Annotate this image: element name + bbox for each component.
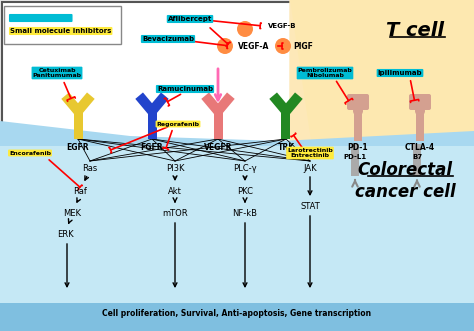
Text: JAK: JAK xyxy=(303,164,317,172)
Text: Cetuximab
Panitumumab: Cetuximab Panitumumab xyxy=(33,68,82,78)
FancyBboxPatch shape xyxy=(347,94,369,110)
Circle shape xyxy=(415,106,425,116)
Polygon shape xyxy=(0,303,474,331)
Text: PD-1: PD-1 xyxy=(348,143,368,152)
Text: PlGF: PlGF xyxy=(293,41,313,51)
Text: STAT: STAT xyxy=(300,202,320,211)
Text: Aflibercept: Aflibercept xyxy=(168,16,212,22)
Circle shape xyxy=(275,38,291,54)
Text: PI3K: PI3K xyxy=(166,164,184,172)
Bar xyxy=(351,144,359,176)
Text: Antibody drugs: Antibody drugs xyxy=(10,15,72,21)
Bar xyxy=(354,106,362,141)
Bar xyxy=(413,144,421,176)
Text: Regorafenib: Regorafenib xyxy=(156,121,200,126)
Polygon shape xyxy=(290,0,474,201)
Text: PKC: PKC xyxy=(237,186,253,196)
Text: Ramucinumab: Ramucinumab xyxy=(157,86,213,92)
Text: Raf: Raf xyxy=(73,186,87,196)
Text: NF-kB: NF-kB xyxy=(233,209,257,217)
Text: PD-L1: PD-L1 xyxy=(344,154,366,160)
Text: PLC-γ: PLC-γ xyxy=(233,164,257,172)
Text: MEK: MEK xyxy=(63,209,81,217)
Polygon shape xyxy=(282,111,291,139)
Text: FGFR: FGFR xyxy=(141,143,164,152)
Text: Ipilimumab: Ipilimumab xyxy=(378,70,422,76)
Text: Pembrolizumab
Nibolumab: Pembrolizumab Nibolumab xyxy=(298,68,352,78)
Text: VEGF-A: VEGF-A xyxy=(238,41,269,51)
Bar xyxy=(416,106,424,141)
Text: Akt: Akt xyxy=(168,186,182,196)
Text: ERK: ERK xyxy=(57,229,73,239)
Text: Bevacizumab: Bevacizumab xyxy=(142,36,194,42)
Text: T cell: T cell xyxy=(386,21,444,40)
Text: EGFR: EGFR xyxy=(67,143,89,152)
FancyBboxPatch shape xyxy=(4,6,121,44)
Text: B7: B7 xyxy=(412,154,422,160)
Text: TRK: TRK xyxy=(277,143,294,152)
FancyBboxPatch shape xyxy=(409,94,431,110)
Text: mTOR: mTOR xyxy=(162,209,188,217)
Text: Cell proliferation, Survival, Anti-apoptosis, Gene transcription: Cell proliferation, Survival, Anti-apopt… xyxy=(102,308,372,317)
Text: VEGF-B: VEGF-B xyxy=(268,23,297,29)
Polygon shape xyxy=(73,111,82,139)
Polygon shape xyxy=(213,111,222,139)
Text: Larotrectinib
Entrectinib: Larotrectinib Entrectinib xyxy=(287,148,333,159)
FancyBboxPatch shape xyxy=(2,2,472,329)
Text: Small molecule inhibitors: Small molecule inhibitors xyxy=(10,28,111,34)
Text: Ras: Ras xyxy=(82,164,98,172)
Text: Encorafenib: Encorafenib xyxy=(9,151,51,156)
Text: Colorectal
cancer cell: Colorectal cancer cell xyxy=(355,161,456,201)
Circle shape xyxy=(353,106,363,116)
Circle shape xyxy=(237,21,253,37)
Text: VEGFR: VEGFR xyxy=(204,143,232,152)
Circle shape xyxy=(217,38,233,54)
Polygon shape xyxy=(0,121,474,146)
Polygon shape xyxy=(147,111,156,139)
Text: CTLA-4: CTLA-4 xyxy=(405,143,435,152)
Polygon shape xyxy=(0,146,474,331)
Polygon shape xyxy=(290,0,474,271)
